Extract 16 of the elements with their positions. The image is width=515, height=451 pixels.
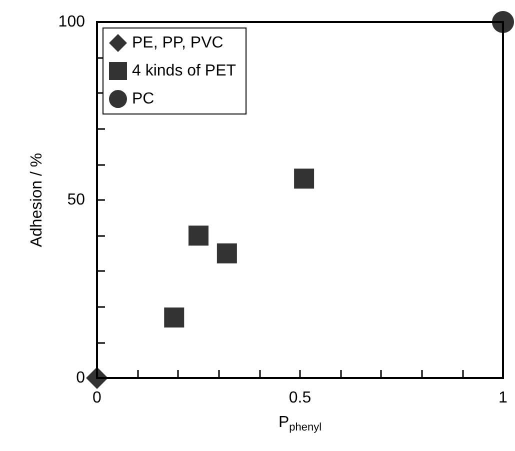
y-axis-title: Adhesion / % <box>28 152 46 248</box>
y-tick-label: 0 <box>76 370 86 386</box>
point <box>164 307 184 328</box>
x-tick-label: 1 <box>498 390 508 406</box>
point <box>492 11 514 33</box>
y-tick-label: 50 <box>67 192 86 208</box>
x-tick-label: 0 <box>92 390 102 406</box>
point <box>294 168 314 189</box>
point <box>188 226 208 246</box>
point <box>86 367 108 389</box>
legend-label: 4 kinds of PET <box>132 62 236 80</box>
legend-label: PC <box>132 90 154 108</box>
x-tick-label: 0.5 <box>288 390 312 406</box>
legend-label: PE, PP, PVC <box>132 34 224 52</box>
point <box>216 243 237 264</box>
y-tick-label: 100 <box>58 14 86 30</box>
